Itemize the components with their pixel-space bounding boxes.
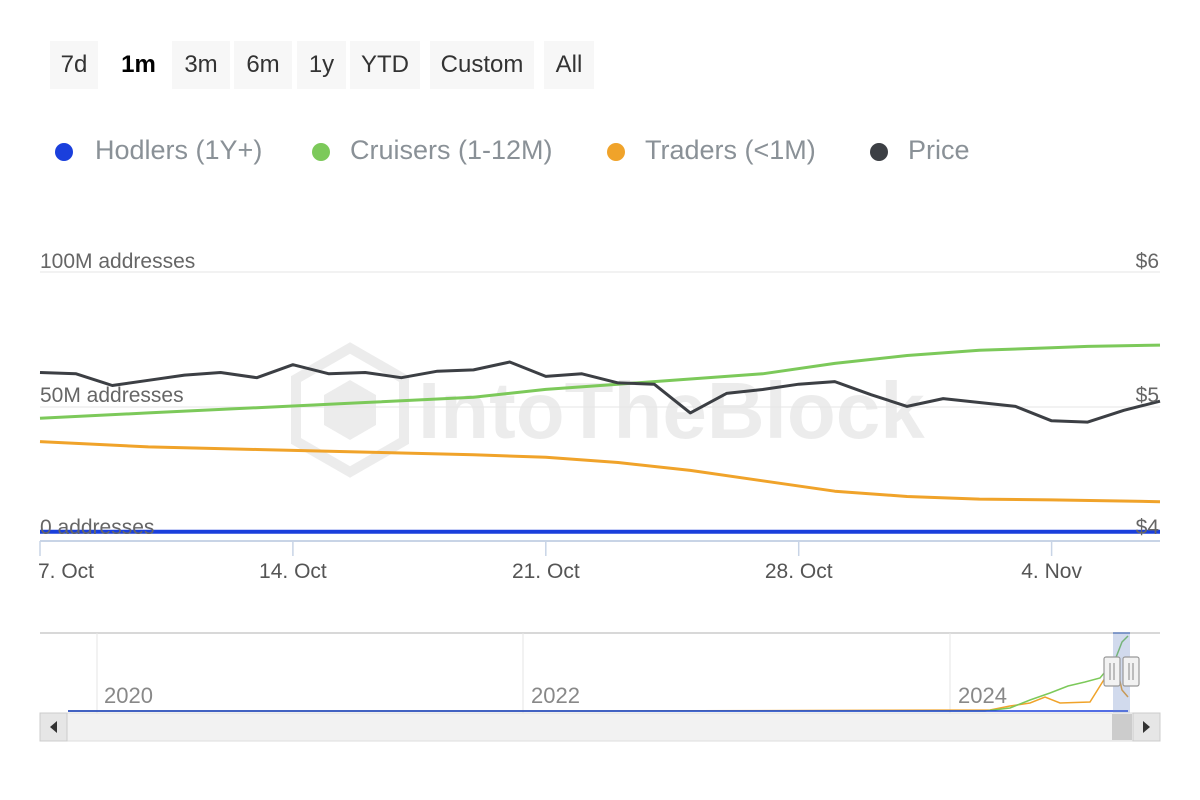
legend-item-hodlers[interactable]: Hodlers (1Y+) xyxy=(55,130,285,170)
scrollbar-right-button[interactable] xyxy=(1132,712,1161,742)
legend-label: Traders (<1M) xyxy=(645,135,816,165)
x-tick-label: 7. Oct xyxy=(38,560,94,583)
scrollbar-track[interactable] xyxy=(39,712,1161,742)
legend-item-traders[interactable]: Traders (<1M) xyxy=(607,130,843,170)
series-line-traders[interactable] xyxy=(39,440,1161,504)
scrollbar-left-button[interactable] xyxy=(39,712,68,742)
range-button-1m[interactable]: 1m xyxy=(111,41,166,89)
watermark: IntoTheBlock xyxy=(291,342,925,478)
x-tick-label: 28. Oct xyxy=(765,560,833,583)
x-tick-label: 4. Nov xyxy=(1021,560,1082,583)
legend-dot-icon xyxy=(312,143,330,161)
legend-label: Price xyxy=(908,135,970,165)
navigator-handle-left[interactable] xyxy=(1103,656,1121,687)
navigator-year-label: 2024 xyxy=(958,683,1007,708)
arrow-left-icon xyxy=(50,721,57,733)
navigator-handle-right[interactable] xyxy=(1122,656,1140,687)
range-button-7d[interactable]: 7d xyxy=(50,41,98,89)
grip-icon xyxy=(1109,663,1115,680)
series-line-price[interactable] xyxy=(39,360,1161,424)
y-axis-right: $4 $5 $6 xyxy=(1136,250,1160,539)
legend-label: Hodlers (1Y+) xyxy=(95,135,263,165)
range-button-6m[interactable]: 6m xyxy=(234,41,292,89)
grid xyxy=(40,271,1160,408)
y-right-tick-0: $4 xyxy=(1136,516,1160,539)
legend-label: Cruisers (1-12M) xyxy=(350,135,553,165)
legend-dot-icon xyxy=(870,143,888,161)
grip-icon xyxy=(1128,663,1134,680)
y-left-tick-2: 100M addresses xyxy=(40,250,195,273)
navigator-year-label: 2020 xyxy=(104,683,153,708)
y-right-tick-1: $5 xyxy=(1136,384,1159,407)
arrow-right-icon xyxy=(1143,721,1150,733)
y-left-tick-1: 50M addresses xyxy=(40,384,184,407)
watermark-logo-icon xyxy=(291,342,409,478)
range-button-all[interactable]: All xyxy=(544,41,594,89)
legend-item-cruisers[interactable]: Cruisers (1-12M) xyxy=(312,130,584,170)
scrollbar-thumb[interactable] xyxy=(1112,714,1132,740)
series-layer xyxy=(39,343,1161,534)
legend-item-price[interactable]: Price xyxy=(870,130,980,170)
range-button-1y[interactable]: 1y xyxy=(297,41,346,89)
y-right-tick-2: $6 xyxy=(1136,250,1159,273)
y-left-tick-0: 0 addresses xyxy=(40,516,154,539)
range-button-custom[interactable]: Custom xyxy=(430,41,534,89)
y-axis-left: 0 addresses 50M addresses 100M addresses xyxy=(40,250,195,539)
x-tick-label: 14. Oct xyxy=(259,560,327,583)
navigator-year-label: 2022 xyxy=(531,683,580,708)
chart-legend: Hodlers (1Y+) Cruisers (1-12M) Traders (… xyxy=(0,130,1200,170)
legend-dot-icon xyxy=(607,143,625,161)
navigator-area[interactable] xyxy=(40,633,1160,713)
x-axis-ticks: 7. Oct 14. Oct 21. Oct 28. Oct 4. Nov xyxy=(38,541,1082,583)
navigator-selection[interactable] xyxy=(1113,633,1130,713)
legend-dot-icon xyxy=(55,143,73,161)
series-line-cruisers[interactable] xyxy=(39,343,1161,420)
range-button-3m[interactable]: 3m xyxy=(172,41,230,89)
range-button-ytd[interactable]: YTD xyxy=(350,41,420,89)
x-tick-label: 21. Oct xyxy=(512,560,580,583)
